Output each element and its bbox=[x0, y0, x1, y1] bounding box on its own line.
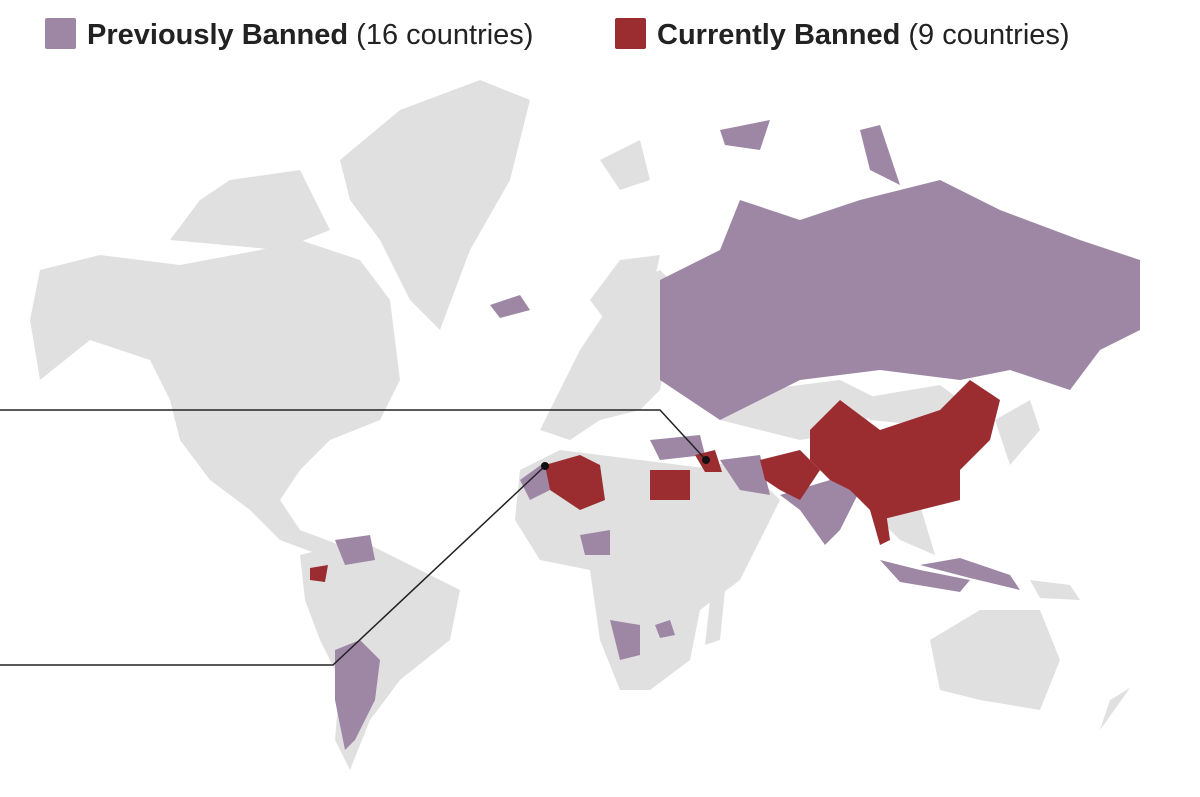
legend-label: Currently Banned bbox=[657, 19, 900, 51]
previously-banned-countries bbox=[335, 120, 1140, 750]
callout-dot bbox=[541, 462, 549, 470]
afghanistan-pakistan bbox=[760, 450, 820, 500]
iran bbox=[720, 455, 770, 495]
myanmar bbox=[870, 505, 890, 545]
egypt bbox=[650, 470, 690, 500]
indonesia bbox=[880, 560, 970, 592]
southern-africa bbox=[655, 620, 675, 638]
ecuador bbox=[310, 565, 328, 582]
legend-count: (9 countries) bbox=[908, 19, 1069, 51]
greenland bbox=[340, 80, 530, 330]
sudan bbox=[580, 530, 610, 555]
legend: Previously Banned (16 countries) Current… bbox=[45, 18, 1070, 51]
arctic-island bbox=[860, 125, 900, 185]
currently-banned-countries bbox=[310, 380, 1000, 582]
indonesia bbox=[920, 558, 1020, 590]
new-zealand bbox=[1100, 688, 1130, 730]
australia bbox=[930, 610, 1060, 710]
north-america bbox=[30, 240, 400, 555]
morocco bbox=[520, 462, 550, 500]
arctic-canada bbox=[170, 170, 330, 250]
legend-swatch bbox=[45, 18, 76, 49]
legend-swatch bbox=[615, 18, 646, 49]
europe bbox=[540, 270, 680, 440]
iceland bbox=[490, 295, 530, 318]
madagascar bbox=[705, 590, 725, 645]
legend-entry: Previously Banned (16 countries) bbox=[87, 19, 533, 51]
venezuela bbox=[335, 535, 375, 565]
china bbox=[810, 380, 1000, 520]
callout-line bbox=[0, 409, 707, 461]
argentina bbox=[335, 640, 380, 750]
callouts bbox=[0, 409, 710, 666]
turkey bbox=[650, 435, 705, 460]
algeria bbox=[545, 455, 605, 510]
legend-entry: Currently Banned (9 countries) bbox=[657, 19, 1070, 51]
africa bbox=[515, 450, 770, 690]
scandinavia bbox=[590, 255, 660, 340]
southeast-asia bbox=[880, 505, 935, 555]
callout-dot bbox=[702, 456, 710, 464]
legend-count: (16 countries) bbox=[356, 19, 533, 51]
callout-line bbox=[0, 465, 546, 666]
svalbard bbox=[600, 140, 650, 190]
russia bbox=[660, 180, 1140, 420]
legend-label: Previously Banned bbox=[87, 19, 348, 51]
southern-africa bbox=[610, 620, 640, 660]
japan-korea bbox=[995, 400, 1040, 465]
arctic-island bbox=[720, 120, 770, 150]
papua bbox=[1030, 580, 1080, 600]
